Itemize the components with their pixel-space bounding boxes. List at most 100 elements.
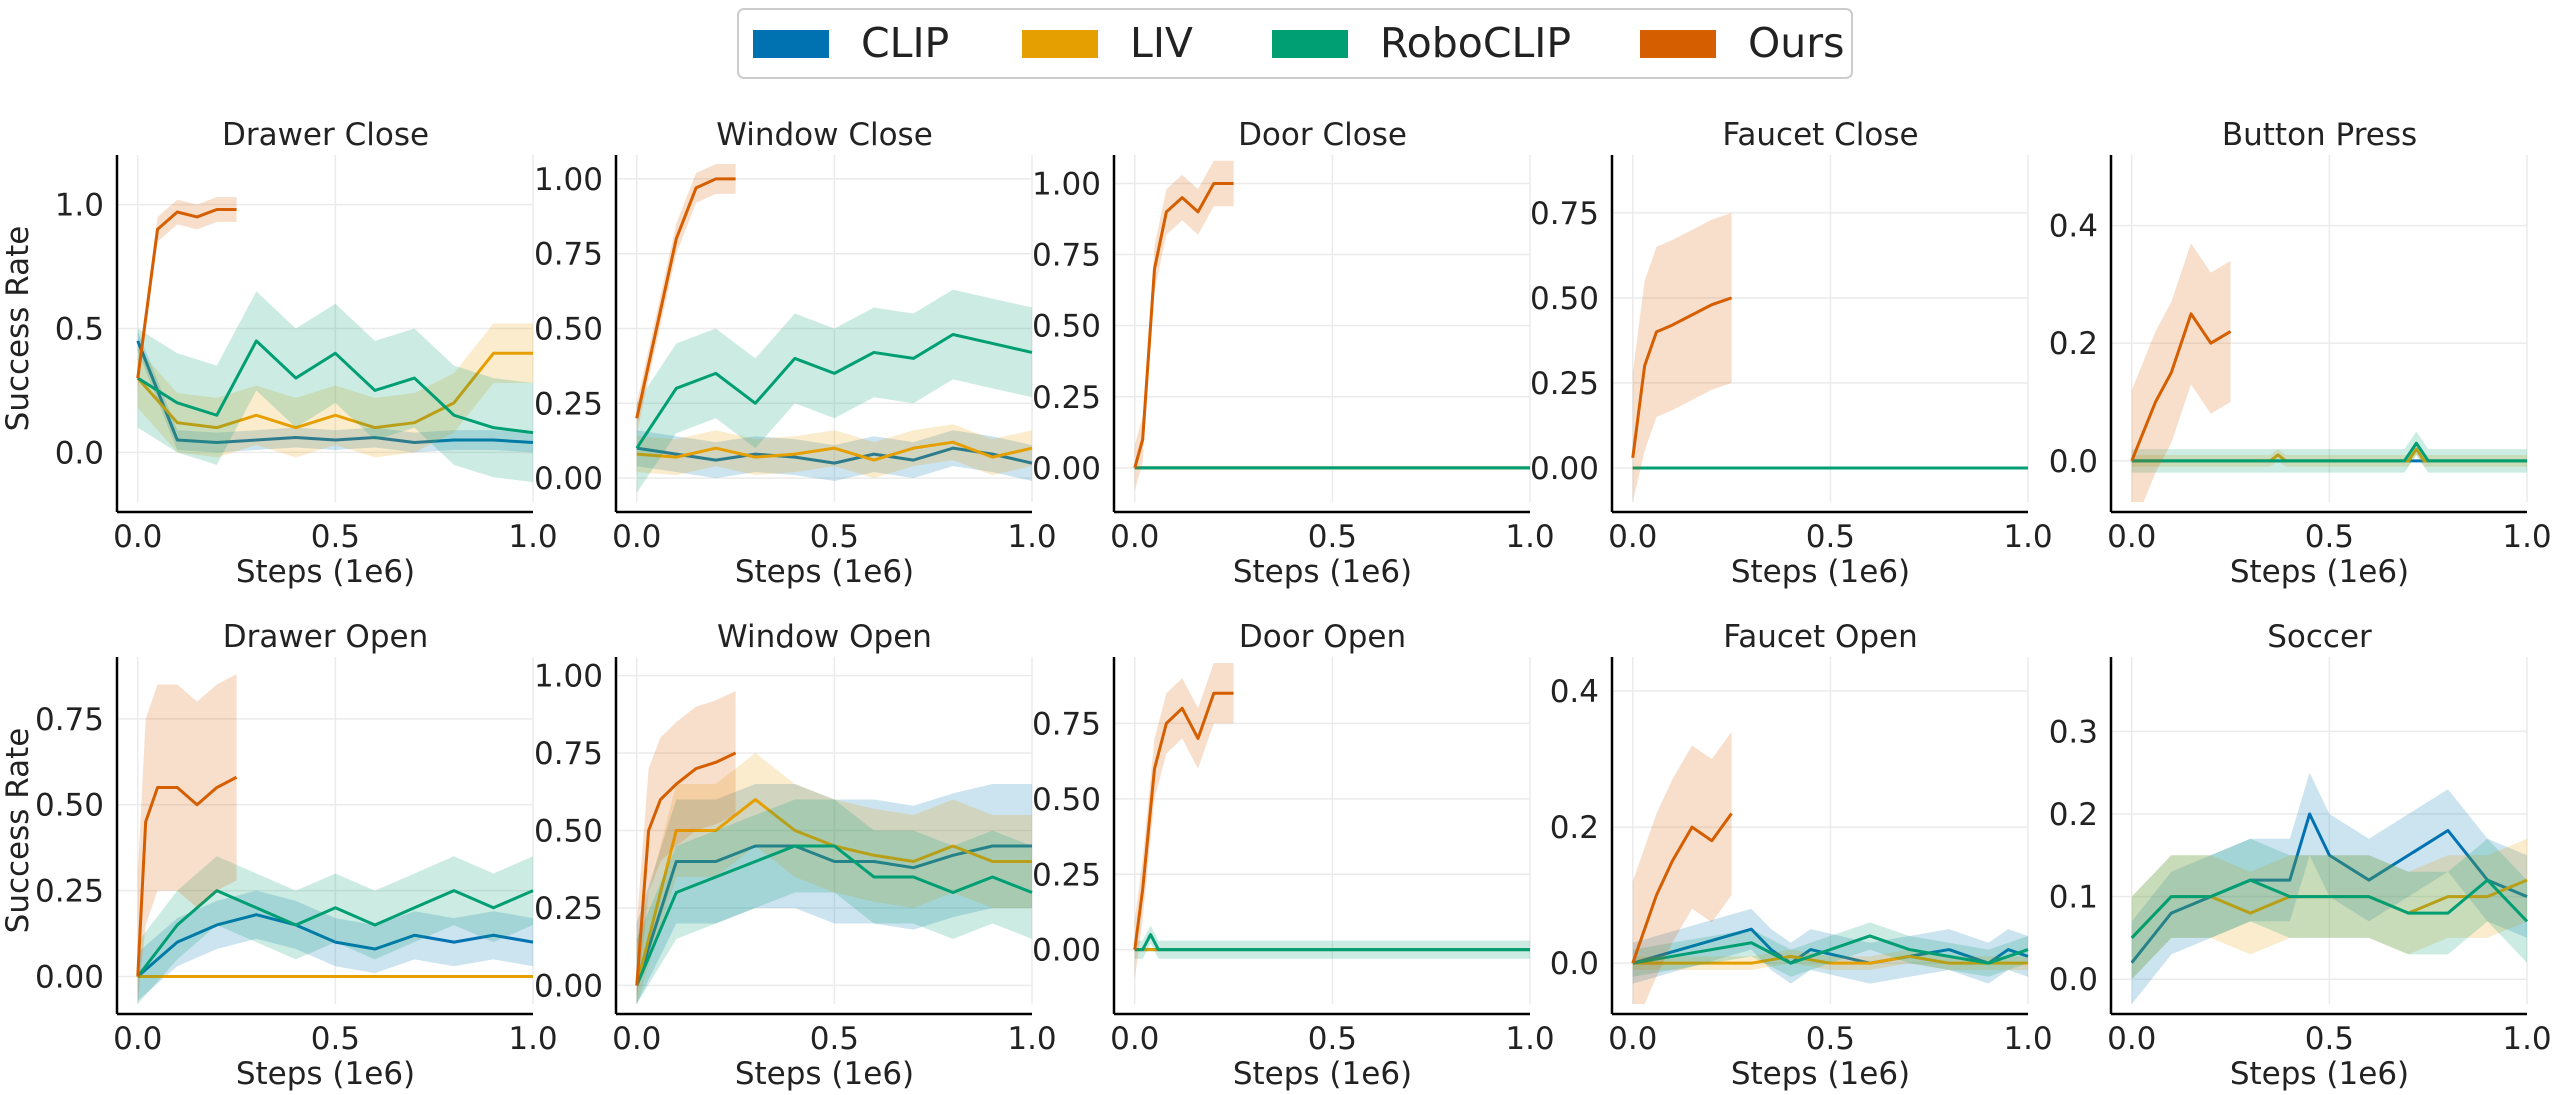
drawer-open-x-tick-label-1: 0.5 bbox=[311, 1021, 360, 1057]
door-close-ours-line bbox=[1133, 181, 1234, 469]
window-close-liv-line bbox=[636, 440, 1033, 462]
soccer-x-tick-label-2: 1.0 bbox=[2502, 1021, 2551, 1057]
window-open-y-tick-label-4: 1.00 bbox=[534, 659, 603, 695]
door-open-x-tick-label-1: 0.5 bbox=[1308, 1021, 1357, 1057]
window-open-y-tick-label-1: 0.25 bbox=[534, 891, 603, 927]
window-close-y-tick-label-3: 0.75 bbox=[534, 237, 603, 273]
legend-swatch-ours bbox=[1640, 30, 1716, 58]
faucet-open-liv-line bbox=[1632, 954, 2028, 965]
panel-faucet-open: 0.0 0.5 1.0 0.0 0.2 0.4 Faucet Open Steps (1e6) bbox=[1550, 619, 2053, 1092]
drawer-open-clip-band bbox=[137, 890, 533, 1001]
door-close-x-tick-label-1: 0.5 bbox=[1308, 519, 1357, 555]
window-close-title: Window Close bbox=[716, 117, 933, 153]
drawer-close-clip-line bbox=[136, 340, 534, 445]
door-close-y-tick-label-2: 0.50 bbox=[1032, 309, 1101, 345]
legend: CLIP LIV RoboCLIP Ours bbox=[737, 8, 1853, 79]
faucet-open-x-tick-label-0: 0.0 bbox=[1608, 1021, 1657, 1057]
soccer-y-tick-label-3: 0.3 bbox=[2049, 714, 2098, 750]
drawer-open-x-axis-label: Steps (1e6) bbox=[236, 1056, 415, 1092]
faucet-close-x-tick-label-2: 1.0 bbox=[2003, 519, 2052, 555]
button-press-y-tick-label-1: 0.2 bbox=[2049, 326, 2098, 362]
soccer-roboclip-band bbox=[2131, 838, 2527, 980]
drawer-open-roboclip-line bbox=[136, 889, 534, 978]
legend-label-roboclip: RoboCLIP bbox=[1380, 19, 1571, 67]
drawer-close-liv-band bbox=[137, 323, 533, 458]
window-close-roboclip-band bbox=[636, 289, 1032, 494]
faucet-close-x-axis-label: Steps (1e6) bbox=[1731, 554, 1910, 590]
soccer-roboclip-line bbox=[2130, 878, 2529, 939]
window-open-y-tick-label-2: 0.50 bbox=[534, 814, 603, 850]
drawer-open-x-tick-label-2: 1.0 bbox=[508, 1021, 557, 1057]
drawer-close-title: Drawer Close bbox=[222, 117, 429, 153]
button-press-title: Button Press bbox=[2222, 117, 2417, 153]
soccer-clip-band bbox=[2131, 772, 2527, 1004]
window-close-x-tick-label-0: 0.0 bbox=[612, 519, 661, 555]
button-press-y-tick-label-0: 0.0 bbox=[2049, 444, 2098, 480]
door-open-y-tick-label-3: 0.75 bbox=[1032, 706, 1101, 742]
door-open-roboclip-line bbox=[1134, 933, 1530, 952]
legend-label-clip: CLIP bbox=[861, 19, 949, 67]
faucet-close-x-tick-label-0: 0.0 bbox=[1608, 519, 1657, 555]
window-open-x-axis-label: Steps (1e6) bbox=[735, 1056, 914, 1092]
drawer-open-x-tick-label-0: 0.0 bbox=[113, 1021, 162, 1057]
window-open-roboclip-line bbox=[635, 844, 1033, 986]
drawer-close-liv-line bbox=[136, 351, 533, 430]
soccer-y-tick-label-0: 0.0 bbox=[2049, 962, 2098, 998]
door-open-y-tick-label-2: 0.50 bbox=[1032, 782, 1101, 818]
drawer-close-ours-band bbox=[137, 197, 237, 391]
faucet-open-x-tick-label-2: 1.0 bbox=[2003, 1021, 2052, 1057]
faucet-close-y-tick-label-3: 0.75 bbox=[1530, 196, 1599, 232]
window-close-ours-band bbox=[636, 163, 736, 434]
window-open-clip-band bbox=[636, 784, 1032, 1004]
window-open-x-tick-label-2: 1.0 bbox=[1007, 1021, 1056, 1057]
button-press-x-tick-label-0: 0.0 bbox=[2107, 519, 2156, 555]
drawer-close-y-axis-label: Success Rate bbox=[0, 226, 36, 432]
door-close-y-tick-label-3: 0.75 bbox=[1032, 238, 1101, 274]
door-open-title: Door Open bbox=[1239, 619, 1406, 655]
window-open-y-tick-label-0: 0.00 bbox=[534, 968, 603, 1004]
door-close-x-tick-label-0: 0.0 bbox=[1110, 519, 1159, 555]
drawer-close-x-tick-label-2: 1.0 bbox=[508, 519, 557, 555]
drawer-close-x-axis-label: Steps (1e6) bbox=[236, 554, 415, 590]
drawer-open-y-tick-label-0: 0.00 bbox=[35, 960, 104, 996]
window-close-y-tick-label-4: 1.00 bbox=[534, 162, 603, 198]
window-open-x-tick-label-0: 0.0 bbox=[612, 1021, 661, 1057]
window-open-title: Window Open bbox=[717, 619, 932, 655]
window-close-x-tick-label-2: 1.0 bbox=[1007, 519, 1056, 555]
faucet-open-y-tick-label-1: 0.2 bbox=[1550, 810, 1599, 846]
drawer-close-roboclip-line bbox=[136, 339, 534, 435]
door-open-ours-line bbox=[1133, 691, 1234, 950]
panels: 0.0 0.5 1.0 0.0 0.5 1.0 Drawer Close Steps (1e6… bbox=[0, 117, 2552, 1092]
drawer-close-x-tick-label-0: 0.0 bbox=[113, 519, 162, 555]
panel-drawer-close: 0.0 0.5 1.0 0.0 0.5 1.0 Drawer Close Steps (1e6… bbox=[0, 117, 558, 590]
door-close-title: Door Close bbox=[1238, 117, 1407, 153]
drawer-close-x-tick-label-1: 0.5 bbox=[311, 519, 360, 555]
drawer-open-y-tick-label-3: 0.75 bbox=[35, 702, 104, 738]
door-close-y-tick-label-4: 1.00 bbox=[1032, 166, 1101, 202]
door-close-x-axis-label: Steps (1e6) bbox=[1233, 554, 1412, 590]
soccer-y-tick-label-2: 0.2 bbox=[2049, 797, 2098, 833]
button-press-ours-band bbox=[2131, 243, 2231, 502]
panel-soccer: 0.0 0.5 1.0 0.0 0.1 0.2 0.3 Soccer Steps (1e6) bbox=[2049, 619, 2552, 1092]
drawer-open-y-tick-label-1: 0.25 bbox=[35, 874, 104, 910]
door-open-x-axis-label: Steps (1e6) bbox=[1233, 1056, 1412, 1092]
faucet-open-title: Faucet Open bbox=[1723, 619, 1918, 655]
faucet-open-y-tick-label-0: 0.0 bbox=[1550, 946, 1599, 982]
legend-label-liv: LIV bbox=[1130, 19, 1193, 67]
soccer-title: Soccer bbox=[2267, 619, 2372, 655]
faucet-open-ours-band bbox=[1632, 731, 1732, 1004]
door-open-ours-band bbox=[1134, 663, 1234, 980]
window-open-x-tick-label-1: 0.5 bbox=[810, 1021, 859, 1057]
window-close-ours-line bbox=[635, 177, 736, 419]
faucet-close-y-tick-label-2: 0.50 bbox=[1530, 281, 1599, 317]
faucet-close-ours-line bbox=[1631, 296, 1733, 458]
button-press-ours-line bbox=[2130, 312, 2232, 462]
faucet-close-x-tick-label-1: 0.5 bbox=[1806, 519, 1855, 555]
legend-label-ours: Ours bbox=[1748, 19, 1844, 67]
window-close-y-tick-label-2: 0.50 bbox=[534, 312, 603, 348]
window-open-ours-band bbox=[636, 691, 736, 1004]
faucet-open-x-axis-label: Steps (1e6) bbox=[1731, 1056, 1910, 1092]
legend-swatch-clip bbox=[753, 30, 829, 58]
drawer-close-roboclip-band bbox=[137, 291, 533, 483]
button-press-y-tick-label-2: 0.4 bbox=[2049, 209, 2098, 245]
